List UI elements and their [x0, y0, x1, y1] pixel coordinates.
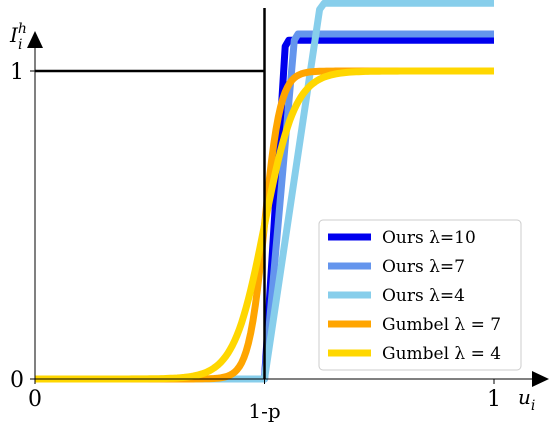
legend-label: Gumbel λ = 4 [382, 344, 501, 364]
x-axis-arrow-icon [532, 371, 549, 387]
legend: Ours λ=10 Ours λ=7 Ours λ=4 Gumbel λ = 7 Gum… [318, 219, 522, 371]
axis-labels: Ih i ui [9, 21, 535, 414]
x-tick-label: 1-p [248, 399, 280, 423]
x-tick-label: 0 [28, 387, 42, 412]
legend-label: Ours λ=7 [382, 257, 465, 277]
axes [27, 31, 549, 387]
y-tick-label: 1 [10, 60, 24, 85]
y-tick-label: 0 [10, 368, 24, 393]
y-axis-label: Ih i [9, 21, 27, 53]
reference-lines [35, 8, 266, 379]
legend-box [318, 219, 522, 371]
legend-label: Gumbel λ = 7 [382, 315, 501, 335]
legend-label: Ours λ=4 [382, 286, 465, 306]
y-axis-arrow-icon [27, 31, 43, 48]
tick-labels: 0 1-p 1 0 1 [10, 60, 501, 423]
x-axis-label: ui [518, 385, 535, 414]
x-tick-label: 1 [487, 387, 501, 412]
legend-label: Ours λ=10 [382, 228, 476, 248]
